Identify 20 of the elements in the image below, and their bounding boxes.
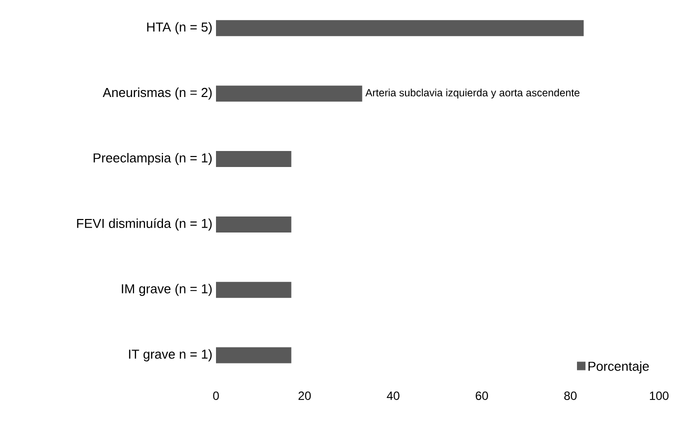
y-tick-label: IM grave (n = 1): [122, 284, 212, 296]
bar: [216, 282, 292, 298]
x-tick-label: 60: [476, 392, 488, 400]
annotation: Arteria subclavia izquierda y aorta ascendente: [365, 88, 580, 98]
legend-label: Porcentaje: [588, 361, 649, 374]
y-tick-label: HTA (n = 5): [147, 22, 212, 34]
x-tick-label: 80: [564, 392, 577, 400]
x-tick-label: 40: [386, 392, 400, 400]
y-tick-label: FEVI disminuída (n = 1): [77, 218, 212, 231]
y-tick-label: IT grave n = 1): [129, 349, 212, 362]
bar: [216, 216, 292, 232]
bar: [216, 20, 584, 36]
y-tick-label: Preeclampsia (n = 1): [94, 152, 212, 166]
y-tick-label: Aneurismas (n = 2): [102, 88, 212, 100]
x-tick-label: 0: [213, 392, 219, 400]
bar: [216, 347, 292, 364]
bar: [216, 151, 292, 168]
bar: [216, 86, 362, 102]
x-tick-label: 100: [650, 392, 669, 400]
x-tick-label: 20: [298, 392, 311, 400]
